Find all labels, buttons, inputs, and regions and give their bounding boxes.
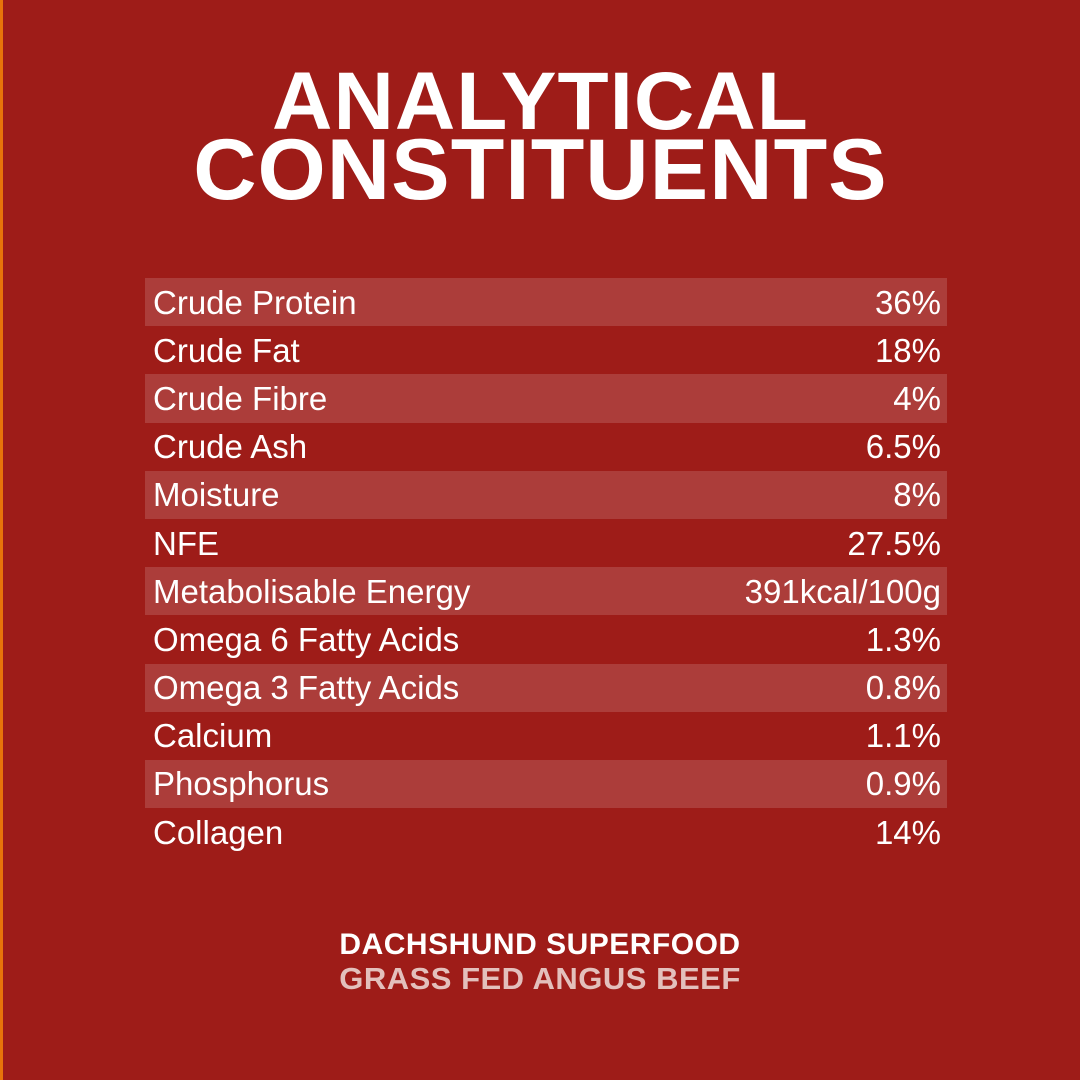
row-value: 0.8% — [865, 669, 941, 707]
row-value: 6.5% — [865, 428, 941, 466]
table-row: Omega 3 Fatty Acids 0.8% — [145, 663, 947, 712]
row-label: Collagen — [153, 813, 284, 851]
row-value: 8% — [893, 476, 941, 514]
table-row: Crude Protein 36% — [145, 278, 947, 327]
table-row: Crude Fibre 4% — [145, 374, 947, 423]
table-row: Metabolisable Energy 391kcal/100g — [145, 567, 947, 616]
table-row: Phosphorus 0.9% — [145, 759, 947, 809]
table-row: Omega 6 Fatty Acids 1.3% — [145, 615, 947, 663]
page-title-line-2: CONSTITUENTS — [192, 122, 888, 218]
row-label: NFE — [153, 524, 219, 562]
footer-brand-line: DACHSHUND SUPERFOOD — [0, 928, 1080, 962]
row-label: Omega 3 Fatty Acids — [153, 669, 460, 707]
table-row: NFE 27.5% — [145, 519, 947, 567]
table-row: Moisture 8% — [145, 470, 947, 519]
row-value: 1.1% — [865, 717, 941, 755]
row-label: Crude Fat — [153, 331, 300, 369]
table-row: Collagen 14% — [145, 808, 947, 856]
row-value: 1.3% — [865, 620, 941, 658]
row-value: 27.5% — [847, 524, 941, 562]
row-label: Crude Fibre — [153, 379, 328, 417]
table-row: Crude Ash 6.5% — [145, 423, 947, 471]
row-label: Phosphorus — [153, 765, 330, 803]
table-row: Calcium 1.1% — [145, 712, 947, 760]
table-row: Crude Fat 18% — [145, 326, 947, 374]
footer-product-line: GRASS FED ANGUS BEEF — [0, 962, 1080, 996]
page-title: ANALYTICAL CONSTITUENTS — [192, 61, 888, 213]
row-label: Crude Protein — [153, 283, 357, 321]
row-label: Omega 6 Fatty Acids — [153, 620, 460, 658]
row-label: Calcium — [153, 717, 273, 755]
footer: DACHSHUND SUPERFOOD GRASS FED ANGUS BEEF — [0, 928, 1080, 996]
row-value: 14% — [874, 813, 941, 851]
row-label: Metabolisable Energy — [153, 572, 471, 610]
left-edge-accent-stripe — [0, 0, 3, 1080]
row-label: Moisture — [153, 476, 280, 514]
row-value: 18% — [874, 331, 941, 369]
page-title-line-1: ANALYTICAL — [192, 61, 888, 143]
row-value: 36% — [874, 283, 941, 321]
row-value: 0.9% — [865, 765, 941, 803]
row-value: 4% — [893, 379, 941, 417]
row-value: 391kcal/100g — [744, 572, 941, 610]
constituents-table: Crude Protein 36% Crude Fat 18% Crude Fibre 4… — [145, 278, 947, 856]
row-label: Crude Ash — [153, 428, 308, 466]
